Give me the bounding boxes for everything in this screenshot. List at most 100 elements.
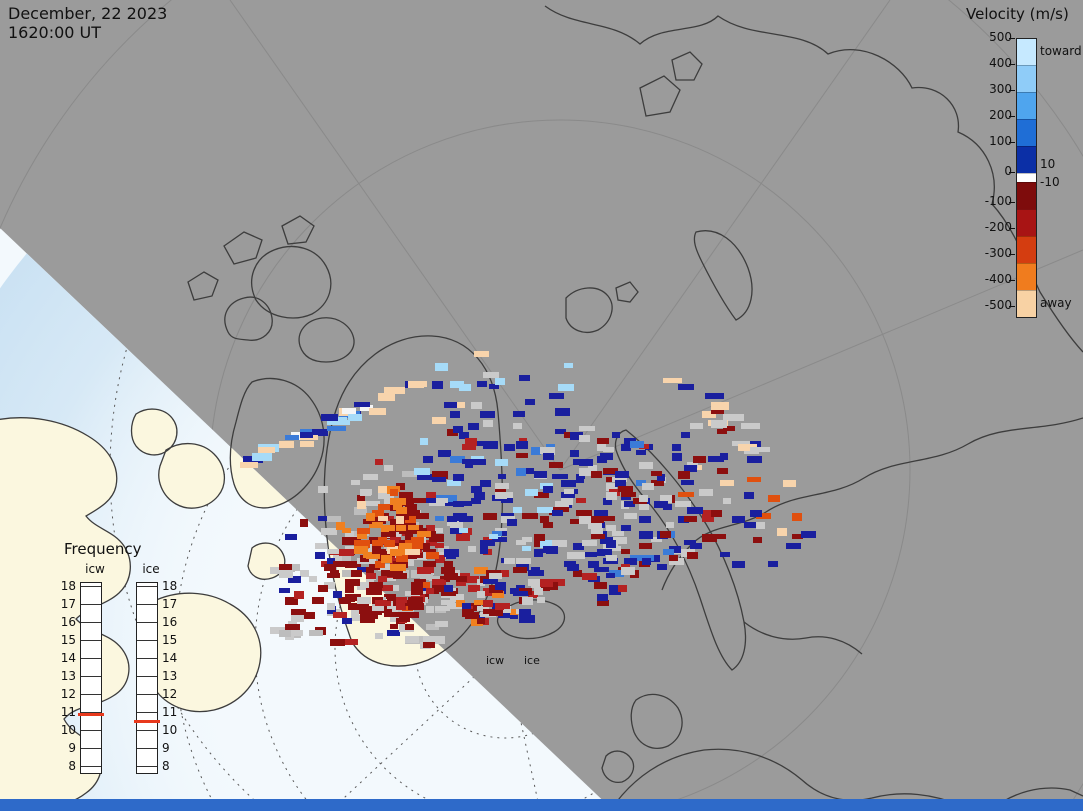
velocity-cell <box>375 459 383 465</box>
velocity-cell <box>516 453 528 458</box>
colorbar-tick-label: -400 <box>984 272 1012 286</box>
velocity-cell <box>720 453 728 460</box>
velocity-cell <box>651 537 662 542</box>
velocity-cell <box>528 570 544 576</box>
velocity-cell <box>603 447 614 452</box>
frequency-marker-icw <box>78 712 104 716</box>
frequency-tick <box>137 622 157 623</box>
velocity-cell <box>300 570 309 577</box>
velocity-cell <box>552 474 568 479</box>
velocity-cell <box>405 549 420 555</box>
velocity-cell <box>357 528 370 534</box>
velocity-cell <box>501 498 513 503</box>
frequency-scale-number: 17 <box>60 597 76 611</box>
velocity-cell <box>432 585 446 592</box>
velocity-cell <box>480 480 491 487</box>
velocity-cell <box>639 462 653 469</box>
velocity-cell <box>651 471 662 476</box>
colorbar-tick-label: 400 <box>989 56 1012 70</box>
velocity-cell <box>708 456 724 462</box>
colorbar-tick-label: -200 <box>984 220 1012 234</box>
velocity-cell <box>429 534 444 542</box>
velocity-cell <box>462 609 474 617</box>
velocity-cell <box>378 606 392 613</box>
velocity-cell <box>450 411 460 418</box>
velocity-cell <box>294 591 304 599</box>
velocity-cell <box>510 609 518 615</box>
velocity-cell <box>360 615 375 623</box>
velocity-cell <box>525 489 538 496</box>
velocity-cell <box>396 483 405 490</box>
velocity-cell <box>792 513 802 521</box>
velocity-cell <box>393 612 407 617</box>
velocity-cell <box>606 492 617 500</box>
beam-line-dotted <box>329 647 506 811</box>
velocity-cell <box>615 471 629 478</box>
velocity-cell <box>459 384 471 391</box>
velocity-cell <box>741 423 760 429</box>
velocity-cell <box>612 432 620 438</box>
frequency-bar-ice <box>136 582 158 774</box>
velocity-cell <box>606 525 616 531</box>
velocity-cell <box>342 570 355 577</box>
velocity-cell <box>345 579 360 586</box>
frequency-tick <box>137 766 157 767</box>
velocity-cell <box>408 543 423 549</box>
velocity-cell <box>501 603 510 609</box>
velocity-cell <box>612 477 627 482</box>
velocity-cell <box>624 501 635 507</box>
bottom-strip <box>0 799 1083 811</box>
velocity-cell <box>342 597 355 602</box>
velocity-cell <box>327 426 346 431</box>
colorbar-segment <box>1017 119 1036 146</box>
velocity-cell <box>444 573 458 580</box>
velocity-cell <box>420 543 430 550</box>
velocity-cell <box>489 534 498 539</box>
velocity-cell <box>357 567 373 572</box>
velocity-cell <box>717 534 726 539</box>
velocity-cell <box>408 381 424 388</box>
velocity-cell <box>597 594 608 601</box>
velocity-cell <box>522 537 532 542</box>
velocity-cell <box>507 519 517 526</box>
velocity-cell <box>441 591 456 596</box>
velocity-cell <box>318 516 330 521</box>
velocity-cell <box>414 513 429 519</box>
velocity-cell <box>342 408 356 414</box>
velocity-cell <box>372 606 384 611</box>
frequency-tick <box>81 676 101 677</box>
velocity-cell <box>300 519 308 527</box>
velocity-cell <box>672 444 681 451</box>
velocity-cell <box>543 522 553 528</box>
velocity-cell <box>576 552 585 559</box>
velocity-cell <box>537 507 553 513</box>
velocity-cell <box>384 612 397 617</box>
velocity-cell <box>399 492 413 498</box>
velocity-cell <box>717 468 728 474</box>
frequency-scale-number: 15 <box>60 633 76 647</box>
frequency-scale-number: 9 <box>162 741 170 755</box>
toward-label: toward <box>1040 44 1082 58</box>
frequency-tick <box>137 640 157 641</box>
velocity-cell <box>492 531 502 536</box>
colorbar-segment <box>1017 263 1036 290</box>
velocity-cell <box>453 513 464 519</box>
velocity-cell <box>366 513 375 521</box>
velocity-cell <box>720 552 730 557</box>
velocity-cell <box>387 594 396 601</box>
frequency-scale-number: 18 <box>162 579 178 593</box>
velocity-cell <box>564 489 574 494</box>
velocity-cell <box>513 423 522 429</box>
velocity-cell <box>624 513 637 519</box>
velocity-cell <box>327 549 340 554</box>
velocity-cell <box>348 414 362 421</box>
velocity-cell <box>510 612 518 619</box>
velocity-cell <box>357 531 367 539</box>
velocity-cell <box>540 540 556 548</box>
velocity-cell <box>357 501 366 509</box>
velocity-cell <box>540 579 553 587</box>
colorbar-tick-label: -500 <box>984 298 1012 312</box>
velocity-cell <box>756 522 765 529</box>
velocity-cell <box>669 546 681 553</box>
velocity-cell <box>309 576 317 582</box>
